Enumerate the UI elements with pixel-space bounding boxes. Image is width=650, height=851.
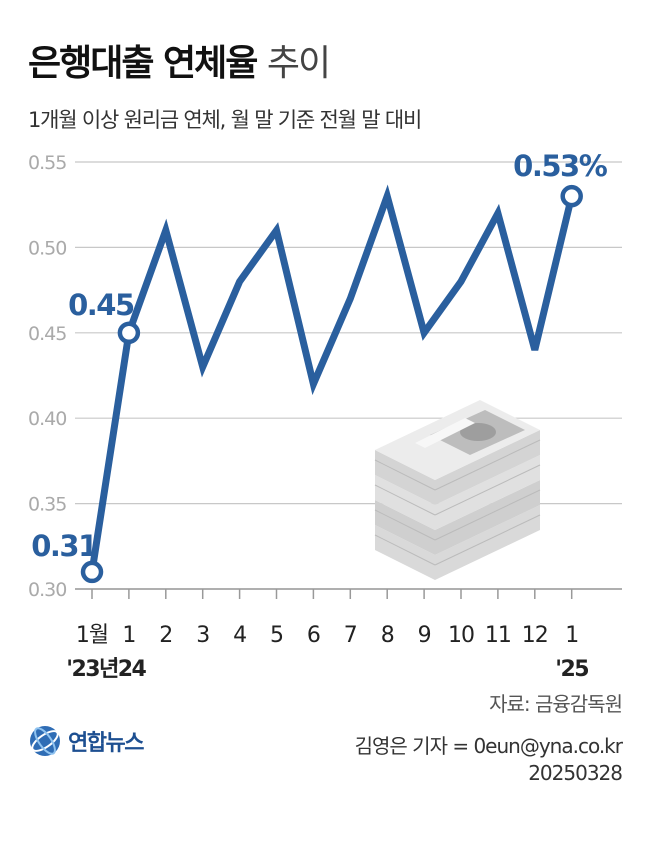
- money-stack-icon: [375, 400, 540, 580]
- logo-text: 연합뉴스: [68, 725, 143, 757]
- x-tick-label: 7: [344, 623, 357, 648]
- highlight-point: [120, 324, 138, 342]
- reporter-credit: 김영은 기자 = 0eun@yna.co.kr: [355, 733, 622, 760]
- x-tick-label: 9: [418, 623, 431, 648]
- highlight-point: [563, 187, 581, 205]
- data-label: 0.45: [68, 288, 134, 322]
- y-tick-label: 0.40: [28, 408, 66, 430]
- y-tick-label: 0.35: [28, 494, 66, 516]
- x-tick-label: 2: [159, 623, 172, 648]
- x-tick-label: 1월: [76, 623, 108, 648]
- line-chart: 0.300.350.400.450.500.55 1월 1 2 3 4 5 6 7 8 9 10 11…: [0, 0, 650, 700]
- publish-date: 20250328: [355, 760, 622, 787]
- x-year-label: '25: [555, 657, 588, 682]
- x-tick-label: 1: [565, 623, 578, 648]
- x-tick-label: 5: [270, 623, 283, 648]
- y-tick-label: 0.45: [28, 323, 66, 345]
- x-tick-label: 3: [196, 623, 209, 648]
- byline: 김영은 기자 = 0eun@yna.co.kr 20250328: [355, 733, 622, 787]
- y-tick-label: 0.30: [28, 579, 66, 601]
- x-tick-label: 8: [381, 623, 394, 648]
- y-tick-label: 0.50: [28, 237, 66, 259]
- highlight-point: [83, 563, 101, 581]
- x-tick-label: 11: [485, 623, 511, 648]
- yonhap-logo-icon: [28, 724, 62, 758]
- yonhap-logo: 연합뉴스: [28, 724, 143, 758]
- data-label: 0.53%: [513, 149, 608, 183]
- data-label: 0.31: [31, 529, 97, 563]
- x-tick-label: 6: [307, 623, 320, 648]
- x-tick-label: 10: [448, 623, 474, 648]
- x-tick-label: 1: [122, 623, 135, 648]
- x-tick-label: 4: [233, 623, 246, 648]
- x-year-label: '23년: [66, 657, 118, 682]
- source-note: 자료: 금융감독원: [489, 688, 622, 717]
- y-tick-label: 0.55: [28, 152, 66, 174]
- x-tick-label: 12: [522, 623, 548, 648]
- x-axis: 1월 1 2 3 4 5 6 7 8 9 10 11 12 1'23년'24'25: [66, 589, 622, 682]
- x-year-label: '24: [112, 657, 146, 682]
